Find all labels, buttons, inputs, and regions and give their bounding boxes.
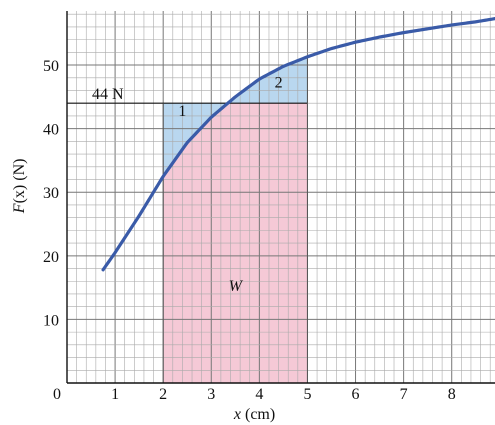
x-tick-label: 8 [448,386,456,403]
region-1-label: 1 [178,103,186,120]
y-axis-title-arg: (x) [11,185,28,204]
y-axis-title: F(x) (N) [11,159,28,215]
x-axis-title-var: x [233,406,241,423]
x-tick-label: 0 [53,386,61,403]
y-tick-label: 50 [43,58,59,75]
y-tick-label: 10 [43,312,59,329]
y-tick-label: 20 [43,249,59,266]
force-curve [101,17,495,272]
x-tick-label: 1 [111,386,119,403]
y-axis-title-unit: (N) [11,159,28,185]
tick-labels: 0 1 2 3 4 5 6 7 8 10 20 30 40 50 [43,58,456,403]
reference-line-label: 44 N [92,86,124,103]
y-tick-label: 30 [43,185,59,202]
region-2-label: 2 [275,74,283,91]
axes [66,11,495,384]
x-axis-title-unit: (cm) [241,406,275,423]
x-axis-title: x (cm) [233,406,275,423]
x-tick-label: 7 [400,386,408,403]
region-2 [227,56,308,104]
x-tick-label: 5 [303,386,311,403]
curve-group [101,17,495,272]
x-tick-label: 6 [352,386,360,403]
work-region-label: W [229,278,244,295]
y-axis-title-var: F [11,203,28,214]
y-tick-label: 40 [43,122,59,139]
reference-line-group [67,56,308,383]
x-tick-label: 4 [255,386,263,403]
region-1 [163,103,228,177]
x-tick-label: 2 [159,386,167,403]
x-tick-label: 3 [207,386,215,403]
